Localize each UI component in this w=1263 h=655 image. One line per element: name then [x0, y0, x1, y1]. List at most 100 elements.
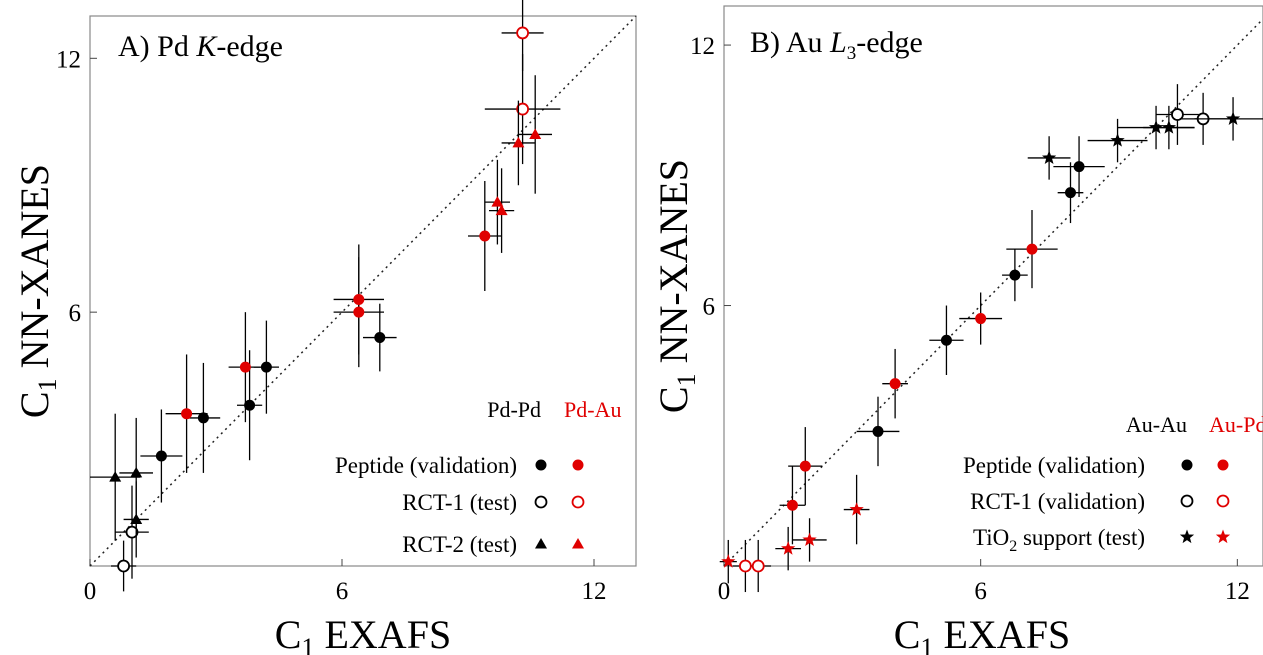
- text-span: RCT-2 (test): [402, 532, 517, 557]
- data-point: [495, 204, 508, 216]
- data-point: [516, 26, 529, 40]
- series-pd-au-circle-open: [484, 0, 561, 165]
- series-pd-au-circle-filled: [165, 181, 502, 473]
- data-point: [975, 313, 987, 325]
- legend-header-black: Pd-Pd: [487, 397, 541, 422]
- data-point: [353, 306, 365, 318]
- legend-entry-label: RCT-1 (test): [402, 490, 517, 515]
- data-point: [849, 502, 864, 516]
- text-span: C: [894, 612, 921, 655]
- y-tick-label: 6: [69, 300, 82, 327]
- data-point: [109, 471, 122, 482]
- series-au-au-circle-filled: [856, 136, 1105, 467]
- x-tick-label: 12: [1225, 578, 1250, 605]
- data-point: [130, 466, 143, 478]
- legend-entry-label: TiO2 support (test): [973, 525, 1145, 555]
- x-tick-label: 6: [974, 578, 987, 605]
- text-span: 1: [33, 378, 62, 391]
- text-span: A): [118, 30, 150, 63]
- series-pd-pd-triangle: [90, 413, 153, 558]
- text-span: 1: [301, 633, 314, 655]
- legend: Pd-Pd Pd-Au Peptide (validation) RCT-1 (tes…: [335, 397, 622, 557]
- plot-frame: [89, 15, 637, 567]
- series-au-pd-star: [719, 474, 870, 584]
- text-span: Au: [780, 26, 823, 59]
- text-span: EXAFS: [933, 612, 1070, 655]
- data-point: [353, 293, 365, 305]
- diagonal-reference-line: [89, 15, 637, 567]
- x-axis-label: C1 EXAFS: [275, 612, 451, 655]
- data-point: [117, 559, 130, 573]
- diagonal-reference-line: [723, 18, 1263, 567]
- data-point: [1026, 243, 1038, 255]
- data-point: [872, 425, 884, 437]
- series-au-au-star: [1027, 97, 1263, 180]
- data-point: [1171, 108, 1184, 121]
- legend-marker-black: [1181, 459, 1193, 471]
- data-point: [479, 230, 491, 242]
- data-point: [781, 541, 796, 555]
- x-tick-label: 0: [718, 578, 731, 605]
- data-point: [1225, 111, 1241, 125]
- y-axis-label: C1 NN-XANES: [651, 159, 701, 413]
- data-point: [1110, 133, 1125, 147]
- legend-marker-black: [535, 459, 547, 471]
- legend-entry-label: Peptide (validation): [335, 453, 517, 478]
- data-point: [374, 332, 386, 344]
- data-point: [491, 196, 504, 207]
- data-point: [529, 128, 542, 139]
- y-tick-label: 6: [703, 294, 716, 321]
- data-point: [125, 525, 139, 539]
- series-au-pd-circle-open: [732, 539, 772, 593]
- text-span: -edge: [856, 26, 923, 59]
- text-span: 2: [1009, 538, 1017, 555]
- data-point: [940, 334, 952, 346]
- data-point: [799, 460, 811, 472]
- legend-marker-red: [1215, 529, 1231, 544]
- series-au-au-circle-open: [1156, 84, 1229, 145]
- data-point: [244, 399, 256, 411]
- text-span: 3: [847, 43, 857, 64]
- x-axis-label: C1 EXAFS: [894, 612, 1070, 655]
- text-span: K: [189, 30, 219, 63]
- data-point: [802, 532, 817, 547]
- text-span: RCT-1 (validation): [970, 489, 1145, 514]
- data-point: [751, 559, 765, 573]
- data-point: [721, 554, 736, 568]
- panel-title: B) Au L3-edge: [750, 26, 923, 64]
- text-span: L: [823, 26, 847, 59]
- legend-marker-black: [534, 495, 548, 509]
- legend-marker-black: [535, 538, 547, 549]
- text-span: -edge: [216, 30, 283, 63]
- data-point: [1041, 150, 1057, 165]
- text-span: RCT-1 (test): [402, 490, 517, 515]
- data-point: [181, 408, 193, 420]
- data-point: [786, 499, 798, 511]
- text-span: support (test): [1017, 525, 1145, 550]
- panel-title: A) Pd K-edge: [118, 30, 283, 63]
- data-point: [155, 450, 167, 462]
- text-span: TiO: [973, 525, 1009, 550]
- legend-entry-label: RCT-1 (validation): [970, 489, 1145, 514]
- text-span: C: [12, 391, 57, 418]
- y-tick-label: 12: [690, 33, 715, 60]
- text-span: Peptide (validation): [335, 453, 517, 478]
- text-span: 1: [672, 373, 701, 386]
- legend: Au-Au Au-Pd Peptide (validation) RCT-1 (val…: [963, 412, 1263, 555]
- x-tick-label: 0: [84, 578, 97, 605]
- text-span: B): [750, 26, 780, 59]
- legend-marker-red: [1216, 494, 1230, 508]
- series-au-pd-circle-filled: [779, 210, 1058, 545]
- legend-entry-label: RCT-2 (test): [402, 532, 517, 557]
- text-span: Pd: [150, 30, 189, 63]
- text-span: NN-XANES: [12, 164, 57, 378]
- data-point: [738, 559, 752, 573]
- data-point: [516, 102, 529, 116]
- legend-header-black: Au-Au: [1126, 412, 1187, 437]
- data-point: [889, 378, 901, 390]
- data-point: [130, 513, 143, 524]
- data-point: [1073, 161, 1085, 173]
- x-tick-label: 6: [336, 578, 349, 605]
